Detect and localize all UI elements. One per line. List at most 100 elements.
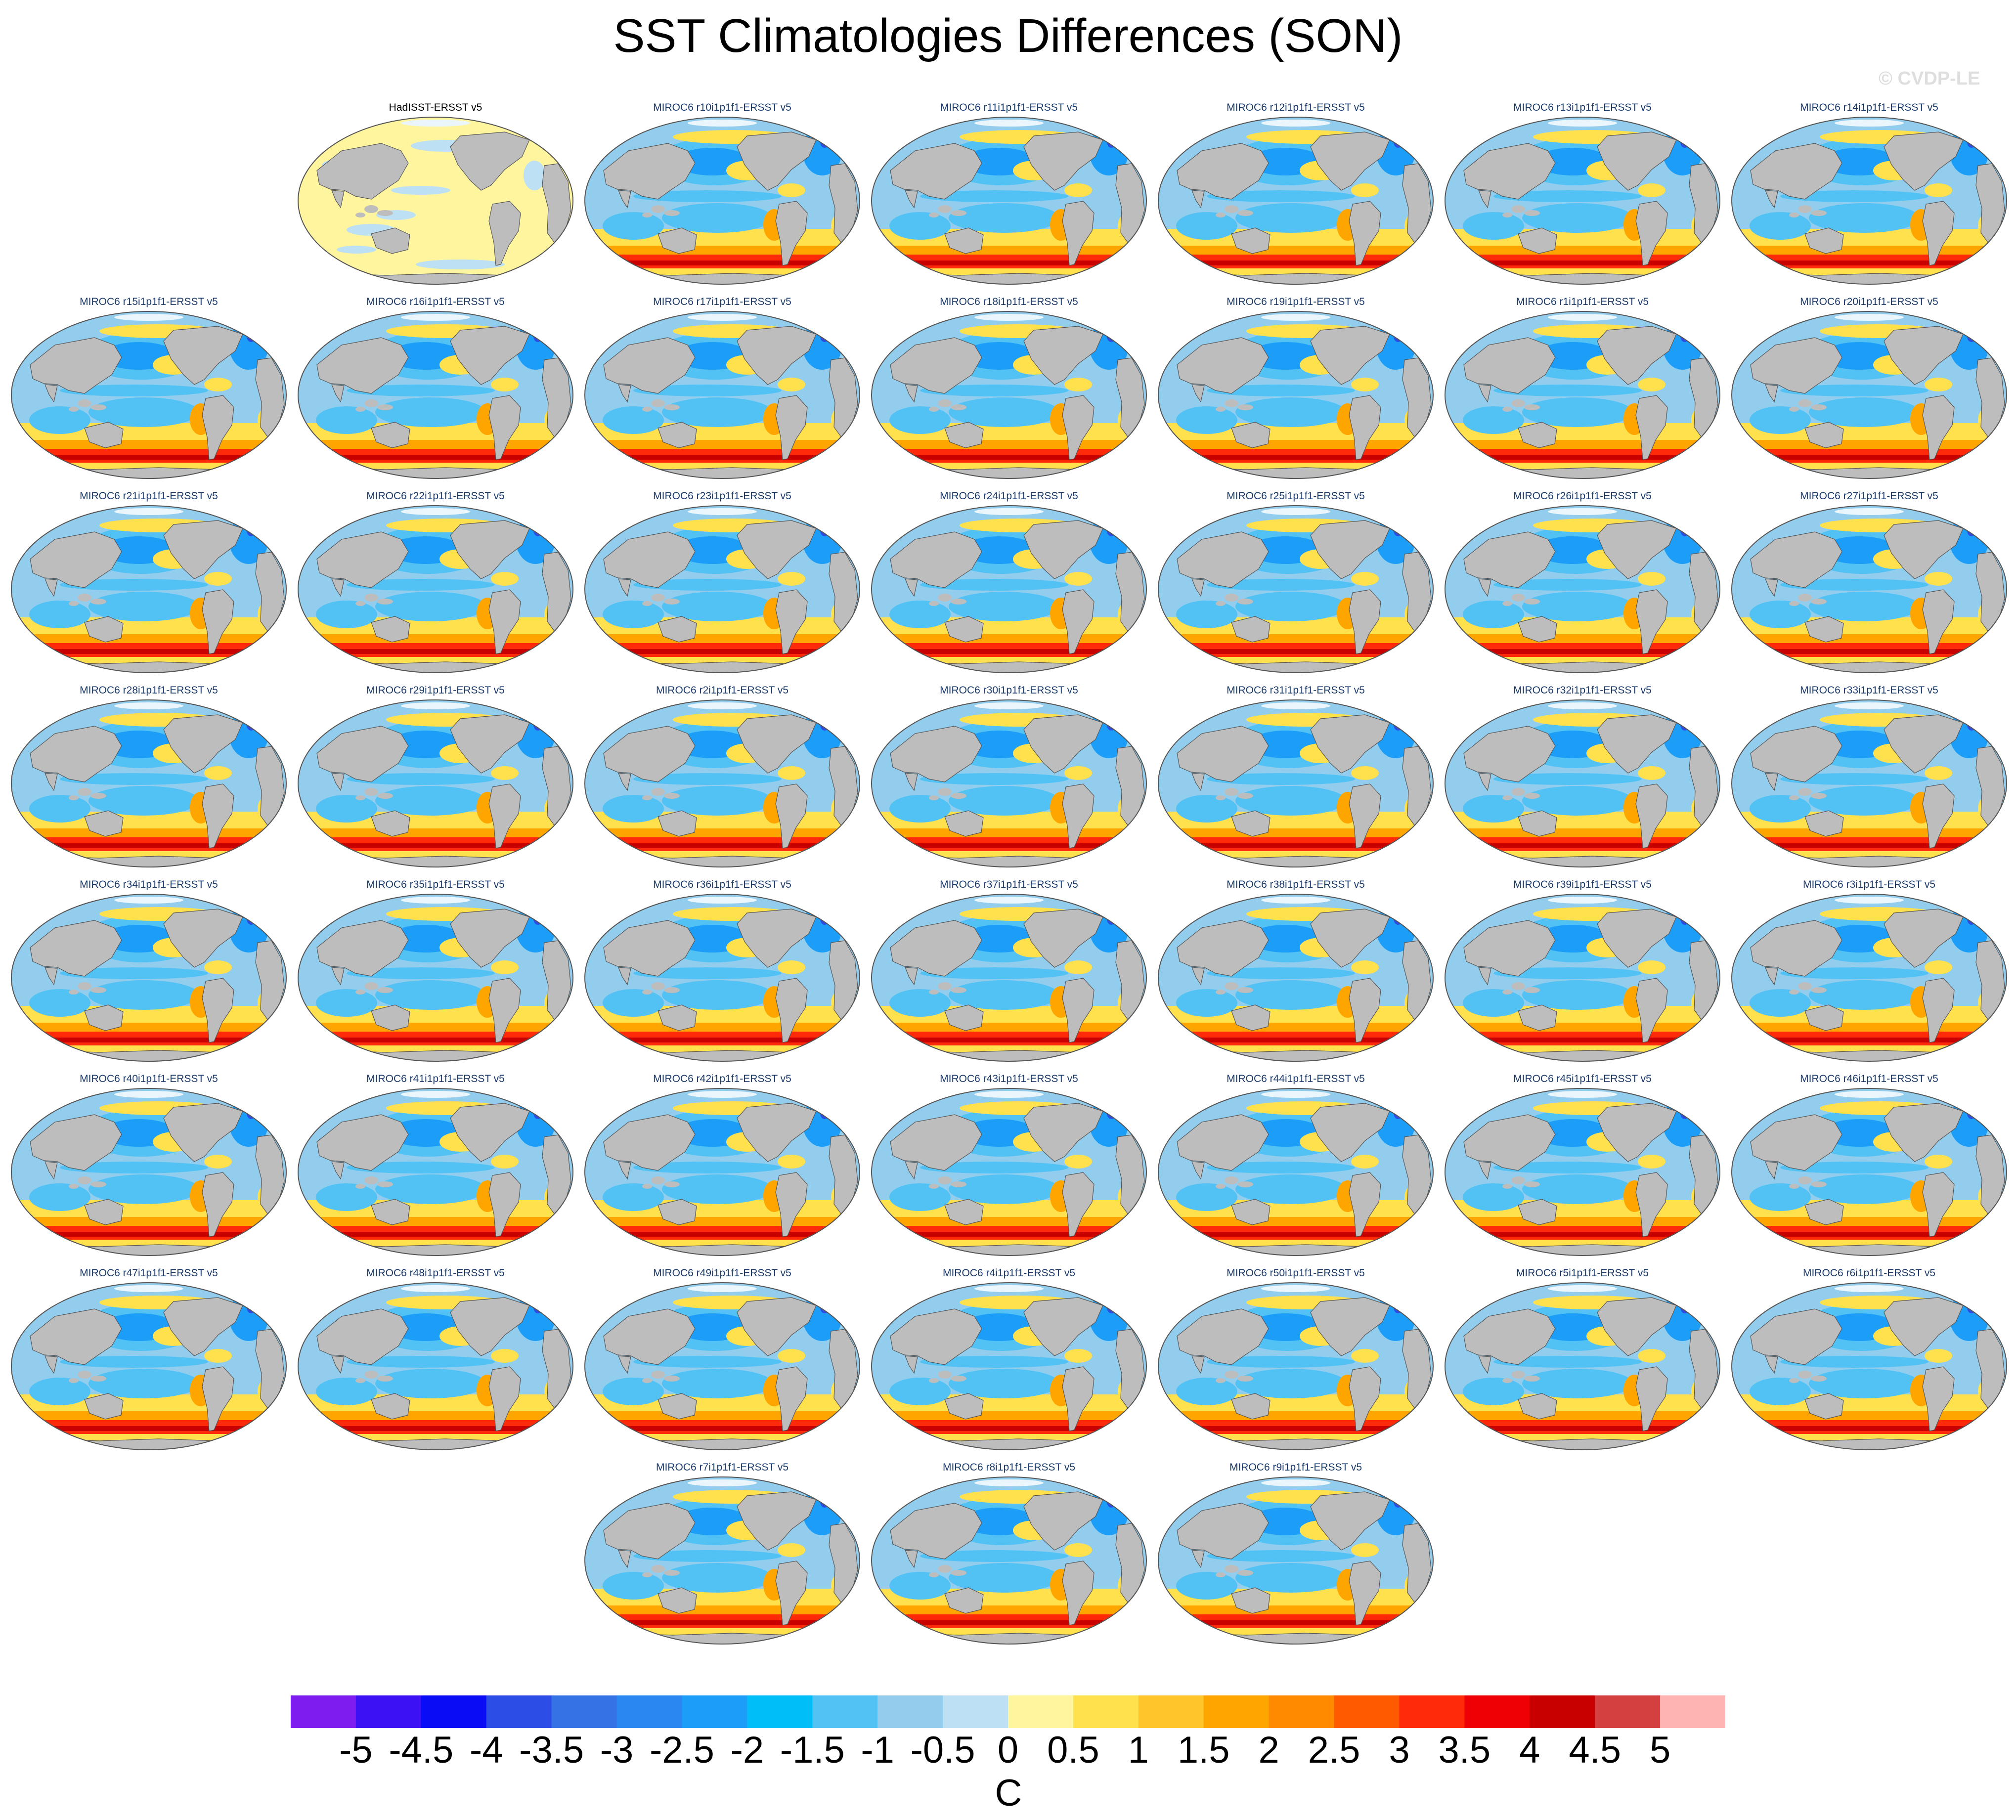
- landmass-maritime-island: [1502, 213, 1512, 217]
- sst-indian-cold: [1176, 1378, 1237, 1405]
- landmass-maritime-island: [642, 795, 652, 800]
- landmass-maritime-island: [1216, 795, 1226, 800]
- map-outline: [11, 894, 287, 1062]
- sst-south-pacific-cold: [375, 592, 486, 621]
- sst-indian-cold: [603, 795, 664, 823]
- sst-subtropical-warm: [1064, 1155, 1092, 1169]
- sst-north-atlantic-core: [1680, 913, 1689, 925]
- panel-title: MIROC6 r6i1p1f1-ERSST v5: [1802, 1267, 1936, 1279]
- arctic-ice: [1548, 1285, 1617, 1292]
- sst-weak-cold-anomaly: [337, 246, 376, 254]
- sst-north-atlantic-core: [1967, 719, 1976, 731]
- sst-south-pacific-cold: [949, 592, 1059, 621]
- landmass-maritime-island: [1216, 990, 1226, 995]
- world-map: [871, 699, 1147, 867]
- landmass-asia: [1463, 337, 1556, 394]
- sst-indian-cold: [1176, 406, 1237, 434]
- sst-equatorial-tongue: [633, 385, 782, 396]
- landmass-maritime-island: [651, 594, 665, 602]
- sst-north-atlantic-core: [1107, 1301, 1116, 1313]
- sst-subtropical-warm: [1925, 1155, 1952, 1169]
- landmass-australia: [1231, 1199, 1271, 1225]
- sst-southern-warm-band: [11, 843, 286, 848]
- landmass-south-america: [1635, 1172, 1668, 1237]
- landmass-north-america: [163, 714, 243, 774]
- arctic-ice: [974, 897, 1044, 904]
- map-outline: [1731, 311, 2007, 479]
- landmass-north-america: [163, 326, 243, 385]
- landmass-maritime-island: [1237, 987, 1253, 993]
- landmass-maritime-island: [1511, 982, 1525, 990]
- sst-north-atlantic-core: [1394, 719, 1402, 731]
- landmass-asia: [1750, 1114, 1842, 1171]
- panel-title: MIROC6 r1i1p1f1-ERSST v5: [1516, 296, 1649, 307]
- map-panel: MIROC6 r34i1p1f1-ERSST v5: [7, 878, 290, 1062]
- colorbar-box: [551, 1695, 617, 1728]
- map-outline: [871, 1282, 1147, 1450]
- sst-south-pacific-cold: [88, 980, 199, 1010]
- landmass-south-america: [1349, 978, 1381, 1043]
- landmass-asia: [603, 337, 696, 394]
- landmass-australia: [657, 810, 697, 837]
- landmass-maritime-island: [951, 1570, 966, 1576]
- arctic-ice: [114, 1285, 183, 1292]
- sst-subtropical-warm: [1638, 378, 1665, 391]
- landmass-maritime-island: [90, 1376, 106, 1382]
- panel-title: MIROC6 r11i1p1f1-ERSST v5: [940, 102, 1078, 113]
- world-map: [584, 117, 860, 285]
- sst-subtropical-warm: [1064, 766, 1092, 780]
- landmass-asia: [316, 1114, 409, 1171]
- map-outline: [584, 1088, 860, 1256]
- sst-north-atlantic-core: [820, 1301, 829, 1313]
- sst-equatorial-tongue: [1493, 1162, 1642, 1173]
- landmass-south-america: [1635, 395, 1668, 460]
- sst-subtropical-warm: [1064, 1349, 1092, 1363]
- sst-southern-warm-band: [585, 260, 860, 265]
- landmass-south-america: [1635, 589, 1668, 654]
- landmass-north-america: [1310, 1103, 1390, 1162]
- map-outline: [871, 505, 1147, 673]
- sst-north-atlantic-core: [1680, 719, 1689, 731]
- map-panel: MIROC6 r27i1p1f1-ERSST v5: [1728, 490, 2011, 674]
- landmass-maritime-island: [1811, 210, 1827, 216]
- landmass-north-america: [1023, 1297, 1103, 1356]
- landmass-south-america: [1922, 1366, 1955, 1431]
- landmass-asia: [603, 726, 696, 782]
- landmass-maritime-island: [1811, 1181, 1827, 1187]
- landmass-maritime-island: [651, 1565, 665, 1573]
- sst-equatorial-tongue: [1207, 773, 1355, 785]
- landmass-maritime-island: [69, 407, 79, 412]
- landmass-maritime-island: [938, 1565, 952, 1573]
- landmass-india: [1765, 578, 1778, 597]
- map-outline: [871, 894, 1147, 1062]
- landmass-north-america: [737, 1103, 817, 1162]
- arctic-ice: [401, 120, 470, 127]
- sst-indian-cold: [1176, 212, 1237, 240]
- landmass-asia: [1463, 726, 1556, 782]
- sst-southern-warm-band: [298, 1232, 573, 1237]
- landmass-south-america: [1635, 201, 1668, 266]
- sst-indian-cold: [1750, 989, 1811, 1017]
- sst-north-atlantic-core: [533, 719, 542, 731]
- landmass-asia: [603, 143, 696, 200]
- map-panel: MIROC6 r13i1p1f1-ERSST v5: [1441, 101, 1724, 285]
- landmass-maritime-island: [1216, 1184, 1226, 1189]
- sst-indian-cold: [889, 1378, 951, 1405]
- landmass-maritime-island: [1511, 205, 1525, 213]
- landmass-maritime-island: [642, 1184, 652, 1189]
- sst-indian-cold: [1463, 1183, 1524, 1211]
- arctic-ice: [1548, 508, 1617, 515]
- landmass-australia: [944, 1004, 984, 1031]
- colorbar-tick-label: 3: [1389, 1729, 1410, 1771]
- landmass-asia: [603, 1114, 696, 1171]
- sst-indian-cold: [1463, 795, 1524, 823]
- sst-southern-warm-band: [1158, 455, 1433, 460]
- arctic-ice: [1835, 1285, 1904, 1292]
- landmass-north-america: [450, 714, 530, 774]
- sst-southern-warm-band: [872, 843, 1146, 848]
- landmass-maritime-island: [1502, 407, 1512, 412]
- landmass-antarctica: [613, 855, 832, 867]
- landmass-india: [1191, 967, 1205, 986]
- sst-equatorial-tongue: [1493, 385, 1642, 396]
- map-panel: MIROC6 r36i1p1f1-ERSST v5: [581, 878, 864, 1062]
